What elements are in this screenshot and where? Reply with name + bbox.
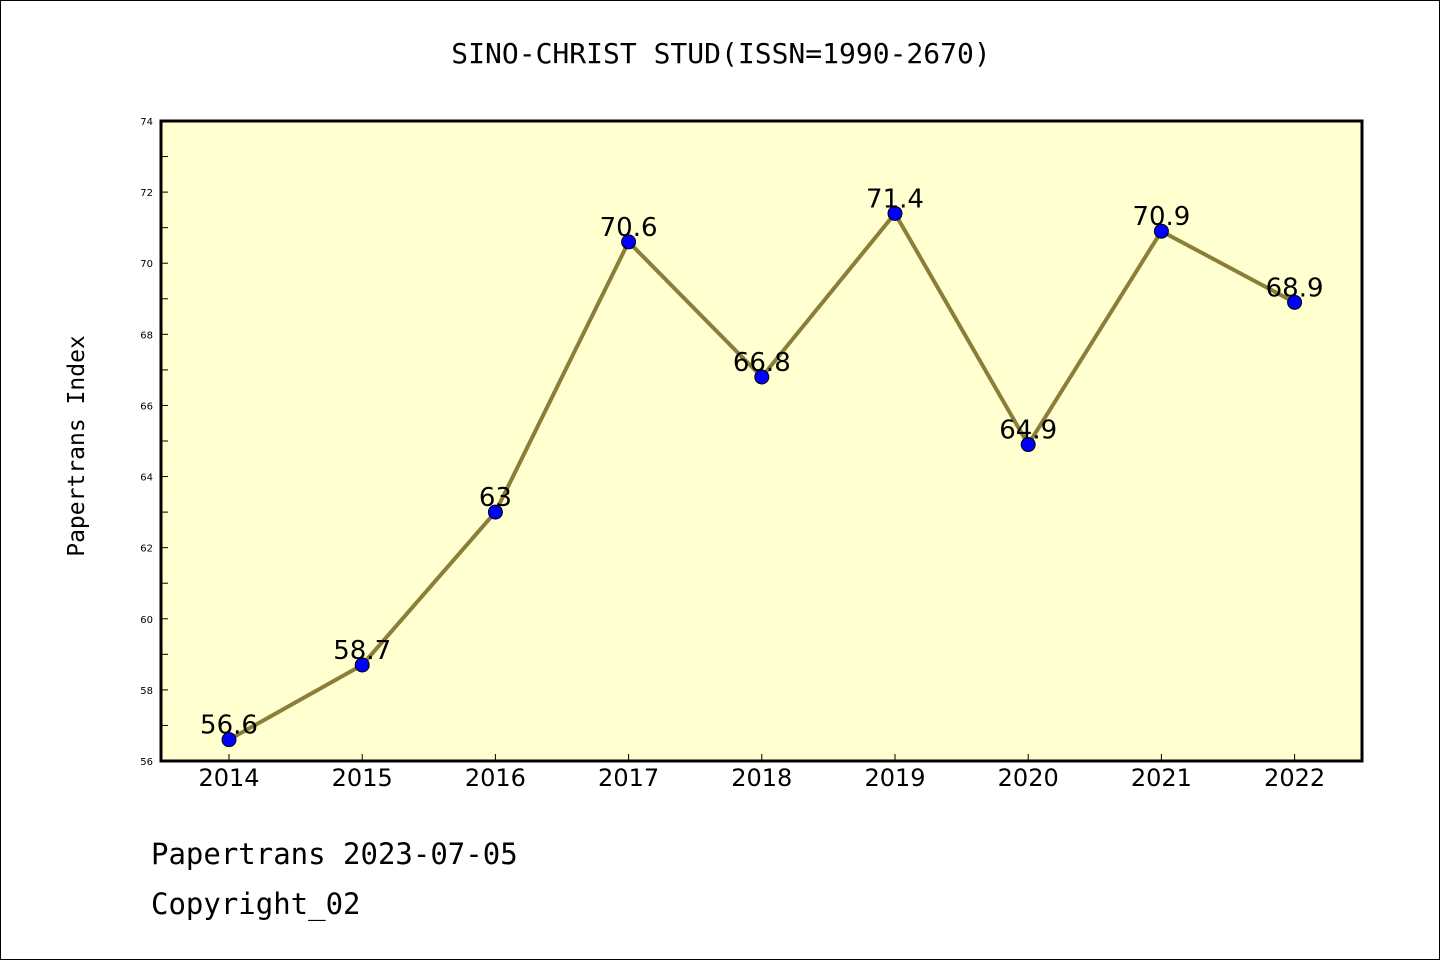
y-tick-label: 58 [140, 686, 153, 697]
y-tick-label: 68 [140, 330, 153, 341]
x-tick-label: 2017 [598, 764, 659, 792]
y-tick-label: 64 [140, 473, 153, 484]
data-point [1153, 223, 1169, 239]
data-label: 63 [479, 483, 512, 513]
y-tick-label: 56 [140, 757, 153, 768]
data-point [887, 205, 903, 221]
data-label: 56.6 [200, 711, 258, 741]
x-tick-label: 2015 [332, 764, 393, 792]
data-point [487, 504, 503, 520]
x-tick-label: 2022 [1264, 764, 1325, 792]
data-label: 58.7 [333, 636, 391, 666]
y-tick-label: 60 [140, 615, 153, 626]
plot-frame [159, 119, 1364, 763]
data-point [621, 234, 637, 250]
y-tick-label: 62 [140, 544, 153, 555]
data-label: 64.9 [999, 416, 1057, 446]
data-point [354, 657, 370, 673]
data-label: 71.4 [866, 184, 924, 214]
footer-date: Papertrans 2023-07-05 [151, 837, 518, 871]
x-tick-label: 2016 [465, 764, 526, 792]
y-tick-label: 72 [140, 188, 153, 199]
x-tick-label: 2018 [731, 764, 792, 792]
x-tick-label: 2014 [198, 764, 259, 792]
x-tick-label: 2020 [998, 764, 1059, 792]
data-point [221, 732, 237, 748]
footer-copyright: Copyright_02 [151, 887, 361, 921]
data-label: 70.6 [600, 213, 658, 243]
y-tick-label: 70 [140, 259, 153, 270]
y-tick-label: 66 [140, 401, 153, 412]
x-tick-label: 2019 [864, 764, 925, 792]
data-label: 70.9 [1132, 202, 1190, 232]
data-point [754, 369, 770, 385]
data-point [1287, 294, 1303, 310]
data-point [1020, 437, 1036, 453]
chart-title: SINO-CHRIST STUD(ISSN=1990-2670) [451, 37, 991, 70]
x-tick-label: 2021 [1131, 764, 1192, 792]
y-tick-label: 74 [140, 117, 153, 128]
data-label: 68.9 [1266, 273, 1324, 303]
data-label: 66.8 [733, 348, 791, 378]
